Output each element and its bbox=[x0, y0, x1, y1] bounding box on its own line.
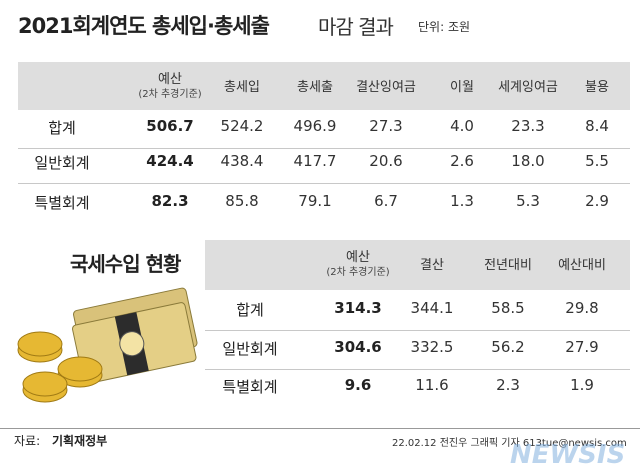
cell: 58.5 bbox=[491, 299, 525, 317]
row-label: 특별회계 bbox=[34, 194, 90, 212]
column-header: 세계잉여금 bbox=[498, 80, 558, 95]
header-band bbox=[18, 62, 630, 110]
header-band bbox=[205, 240, 630, 290]
cell: 524.2 bbox=[220, 117, 264, 135]
cell: 496.9 bbox=[293, 117, 337, 135]
row-label: 합계 bbox=[236, 301, 264, 319]
column-subheader: (2차 추경기준) bbox=[138, 89, 202, 100]
cell: 85.8 bbox=[225, 192, 259, 210]
budget-cell: 9.6 bbox=[344, 376, 372, 394]
cell: 20.6 bbox=[369, 152, 403, 170]
title-light: 마감 결과 bbox=[318, 15, 394, 39]
cell: 11.6 bbox=[415, 376, 449, 394]
cell: 5.5 bbox=[585, 152, 609, 170]
money-illustration bbox=[17, 287, 198, 403]
cell: 8.4 bbox=[585, 117, 609, 135]
cell: 27.9 bbox=[565, 338, 599, 356]
cell: 5.3 bbox=[516, 192, 540, 210]
cell: 1.3 bbox=[450, 192, 474, 210]
credit: 22.02.12 전진우 그래픽 기자 613tue@newsis.com bbox=[392, 438, 627, 449]
budget-cell: 314.3 bbox=[334, 299, 382, 317]
budget-cell: 506.7 bbox=[146, 117, 194, 135]
column-header: 예산 bbox=[346, 250, 370, 265]
cell: 6.7 bbox=[374, 192, 398, 210]
cell: 2.6 bbox=[450, 152, 474, 170]
budget-cell: 82.3 bbox=[151, 192, 189, 210]
column-header: 전년대비 bbox=[484, 258, 532, 273]
source: 기획재정부 bbox=[52, 434, 108, 448]
column-header: 예산 bbox=[158, 72, 182, 87]
cell: 27.3 bbox=[369, 117, 403, 135]
cell: 417.7 bbox=[293, 152, 337, 170]
cell: 4.0 bbox=[450, 117, 474, 135]
column-header: 총세출 bbox=[297, 80, 333, 95]
table2-title: 국세수입 현황 bbox=[70, 252, 181, 276]
cell: 344.1 bbox=[410, 299, 454, 317]
row-rule bbox=[18, 148, 630, 149]
column-header: 이월 bbox=[450, 80, 474, 95]
cell: 438.4 bbox=[220, 152, 264, 170]
row-rule bbox=[205, 369, 630, 370]
cell: 2.3 bbox=[496, 376, 520, 394]
row-label: 일반회계 bbox=[34, 154, 90, 172]
row-label: 특별회계 bbox=[222, 378, 278, 396]
cell: 332.5 bbox=[410, 338, 454, 356]
row-label: 합계 bbox=[48, 119, 76, 137]
column-subheader: (2차 추경기준) bbox=[326, 267, 390, 278]
cell: 79.1 bbox=[298, 192, 332, 210]
column-header: 예산대비 bbox=[558, 258, 606, 273]
cell: 23.3 bbox=[511, 117, 545, 135]
title: 2021회계연도 총세입·총세출 bbox=[18, 14, 270, 38]
row-label: 일반회계 bbox=[222, 340, 278, 358]
unit: 단위: 조원 bbox=[418, 20, 471, 34]
row-rule bbox=[18, 183, 630, 184]
budget-cell: 424.4 bbox=[146, 152, 194, 170]
column-header: 결산잉여금 bbox=[356, 80, 416, 95]
cell: 18.0 bbox=[511, 152, 545, 170]
footer-rule bbox=[0, 428, 640, 429]
cell: 1.9 bbox=[570, 376, 594, 394]
column-header: 결산 bbox=[420, 258, 444, 273]
cell: 56.2 bbox=[491, 338, 525, 356]
cell: 2.9 bbox=[585, 192, 609, 210]
watermark: NEWSIS bbox=[510, 440, 626, 470]
row-rule bbox=[205, 330, 630, 331]
budget-cell: 304.6 bbox=[334, 338, 382, 356]
column-header: 불용 bbox=[585, 80, 609, 95]
column-header: 총세입 bbox=[224, 80, 260, 95]
cell: 29.8 bbox=[565, 299, 599, 317]
source-label: 자료: bbox=[14, 434, 41, 448]
